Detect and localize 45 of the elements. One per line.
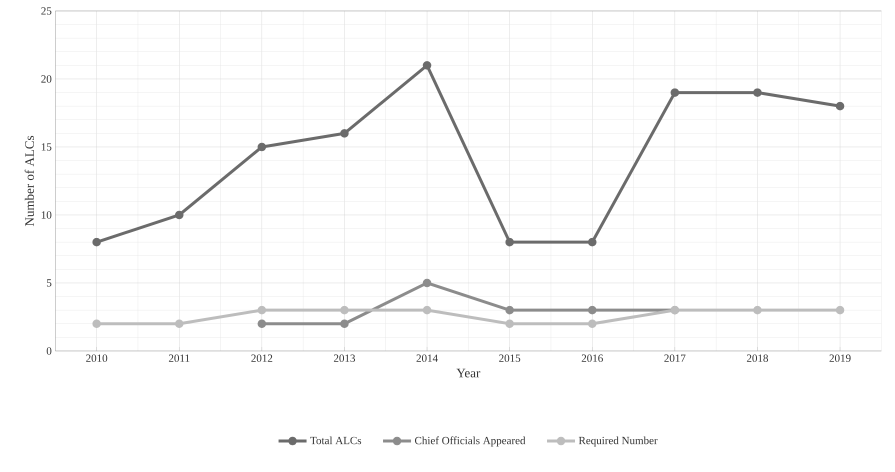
point xyxy=(588,238,596,246)
x-tick-label: 2014 xyxy=(416,354,438,362)
legend-label: Chief Officials Appeared xyxy=(414,436,526,447)
y-axis-title: Number of ALCs xyxy=(24,136,34,226)
point xyxy=(670,88,680,97)
point xyxy=(340,129,349,138)
x-tick-label: 2011 xyxy=(168,354,190,362)
point xyxy=(505,306,514,314)
point xyxy=(753,306,762,314)
point xyxy=(588,320,596,328)
point xyxy=(836,102,844,110)
y-tick-label: 5 xyxy=(46,279,52,287)
x-tick-label: 2019 xyxy=(830,354,851,362)
point xyxy=(422,278,432,288)
y-tick-label: 25 xyxy=(41,7,52,15)
x-tick-label: 2013 xyxy=(334,354,356,362)
point xyxy=(174,210,184,220)
x-tick-label: 2010 xyxy=(86,354,108,362)
legend-label: Required Number xyxy=(578,436,658,446)
x-tick-label: 2012 xyxy=(251,354,272,362)
legend-label: Total ALCs xyxy=(310,436,362,444)
point xyxy=(422,306,432,314)
point xyxy=(340,306,349,314)
point xyxy=(505,320,514,328)
point xyxy=(422,61,432,70)
x-tick-label: 2016 xyxy=(582,354,603,362)
point xyxy=(258,320,266,328)
y-tick-label: 0 xyxy=(46,347,52,355)
point xyxy=(588,306,596,314)
x-axis-title: Year xyxy=(456,368,480,378)
point xyxy=(174,320,184,328)
y-tick-label: 10 xyxy=(42,211,52,219)
point xyxy=(753,88,762,97)
point xyxy=(340,320,349,328)
point xyxy=(836,306,844,314)
x-tick-label: 2017 xyxy=(664,354,686,362)
point xyxy=(258,306,266,314)
y-tick-label: 15 xyxy=(42,143,52,151)
point xyxy=(92,238,101,246)
point xyxy=(505,238,514,246)
y-tick-label: 20 xyxy=(41,75,52,83)
point xyxy=(258,142,266,152)
x-tick-label: 2015 xyxy=(499,354,520,362)
x-tick-label: 2018 xyxy=(746,354,768,362)
point xyxy=(92,320,101,328)
